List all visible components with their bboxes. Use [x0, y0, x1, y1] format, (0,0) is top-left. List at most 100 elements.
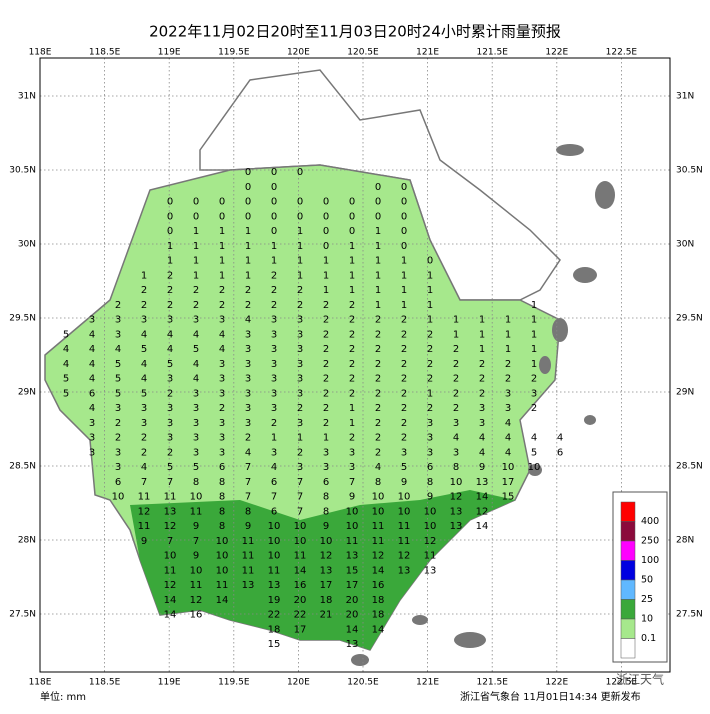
- rain-value: 3: [271, 374, 277, 385]
- rain-value: 7: [193, 536, 199, 547]
- rain-value: 10: [502, 462, 515, 473]
- rain-value: 3: [479, 418, 485, 429]
- rain-value: 4: [167, 344, 173, 355]
- rain-value: 0: [167, 226, 173, 237]
- rain-value: 7: [245, 477, 251, 488]
- rain-value: 3: [427, 433, 433, 444]
- rain-value: 4: [505, 418, 511, 429]
- rain-value: 5: [63, 374, 69, 385]
- rain-value: 3: [245, 359, 251, 370]
- rain-value: 11: [424, 551, 437, 562]
- rain-value: 3: [141, 315, 147, 326]
- rain-value: 3: [115, 403, 121, 414]
- rain-value: 2: [323, 300, 329, 311]
- rain-value: 1: [219, 226, 225, 237]
- lat-label-left: 30.5N: [9, 166, 36, 176]
- rain-value: 2: [453, 403, 459, 414]
- rain-value: 2: [401, 433, 407, 444]
- legend-swatch: [620, 501, 636, 522]
- rain-value: 10: [268, 521, 281, 532]
- rain-value: 0: [349, 211, 355, 222]
- rain-value: 2: [427, 344, 433, 355]
- lon-label-bottom: 118E: [29, 678, 52, 688]
- rain-value: 1: [245, 241, 251, 252]
- rain-value: 9: [349, 492, 355, 503]
- rain-value: 16: [372, 580, 385, 591]
- lon-label-top: 121.5E: [476, 48, 508, 58]
- rain-value: 11: [242, 536, 255, 547]
- rain-value: 1: [297, 226, 303, 237]
- rain-value: 2: [141, 300, 147, 311]
- rain-value: 10: [268, 551, 281, 562]
- rain-value: 3: [453, 418, 459, 429]
- rain-value: 3: [115, 315, 121, 326]
- rain-value: 10: [216, 565, 229, 576]
- lon-label-top: 118.5E: [89, 48, 121, 58]
- rain-value: 10: [164, 551, 177, 562]
- legend-swatch-empty: [620, 638, 636, 659]
- rain-value: 12: [164, 580, 177, 591]
- rain-value: 14: [476, 521, 489, 532]
- rain-value: 11: [190, 580, 203, 591]
- lon-label-bottom: 119.5E: [218, 678, 250, 688]
- rain-value: 10: [216, 551, 229, 562]
- rain-value: 13: [450, 506, 463, 517]
- rain-value: 18: [320, 595, 333, 606]
- rain-value: 9: [427, 492, 433, 503]
- rain-value: 10: [320, 536, 333, 547]
- rain-value: 2: [245, 300, 251, 311]
- rain-value: 3: [219, 315, 225, 326]
- rain-value: 10: [372, 506, 385, 517]
- rain-value: 6: [271, 477, 277, 488]
- rain-value: 3: [219, 359, 225, 370]
- rain-value: 3: [89, 433, 95, 444]
- rain-value: 8: [219, 477, 225, 488]
- rain-value: 1: [245, 256, 251, 267]
- rain-value: 3: [167, 403, 173, 414]
- rain-value: 10: [216, 536, 229, 547]
- rain-value: 6: [219, 462, 225, 473]
- legend: 400 250 100 50 25 10 0.1: [612, 491, 668, 663]
- rain-value: 0: [271, 226, 277, 237]
- legend-label: 0.1: [641, 633, 656, 644]
- legend-label: 400: [641, 516, 659, 527]
- rain-value: 4: [245, 315, 251, 326]
- rain-value: 3: [245, 403, 251, 414]
- rain-value: 0: [193, 211, 199, 222]
- rain-value: 1: [427, 388, 433, 399]
- rain-value: 3: [297, 344, 303, 355]
- rain-value: 6: [557, 447, 563, 458]
- rain-value: 1: [375, 226, 381, 237]
- rain-value: 7: [167, 536, 173, 547]
- rain-value: 2: [479, 388, 485, 399]
- legend-label: 25: [641, 594, 653, 605]
- rain-value: 1: [349, 418, 355, 429]
- rain-value: 1: [323, 433, 329, 444]
- rain-value: 1: [219, 256, 225, 267]
- rain-value: 12: [320, 551, 333, 562]
- rain-value: 0: [271, 182, 277, 193]
- rain-value: 11: [216, 580, 229, 591]
- rain-value: 4: [89, 329, 95, 340]
- rain-value: 2: [505, 374, 511, 385]
- rain-value: 4: [141, 329, 147, 340]
- watermark: 浙江天气: [616, 672, 664, 687]
- rain-value: 20: [346, 595, 359, 606]
- rain-value: 2: [531, 374, 537, 385]
- rain-value: 4: [89, 344, 95, 355]
- rain-value: 1: [245, 226, 251, 237]
- rain-value: 4: [193, 359, 199, 370]
- rain-value: 2: [349, 315, 355, 326]
- rain-value: 10: [294, 521, 307, 532]
- legend-label: 100: [641, 555, 659, 566]
- rain-value: 16: [294, 580, 307, 591]
- lon-label-top: 120.5E: [347, 48, 379, 58]
- rain-value: 17: [346, 580, 359, 591]
- rain-value: 3: [115, 462, 121, 473]
- rain-value: 1: [401, 256, 407, 267]
- rain-value: 13: [164, 506, 177, 517]
- rain-value: 11: [138, 521, 151, 532]
- rain-value: 0: [401, 197, 407, 208]
- rain-value: 2: [401, 315, 407, 326]
- rain-value: 3: [245, 388, 251, 399]
